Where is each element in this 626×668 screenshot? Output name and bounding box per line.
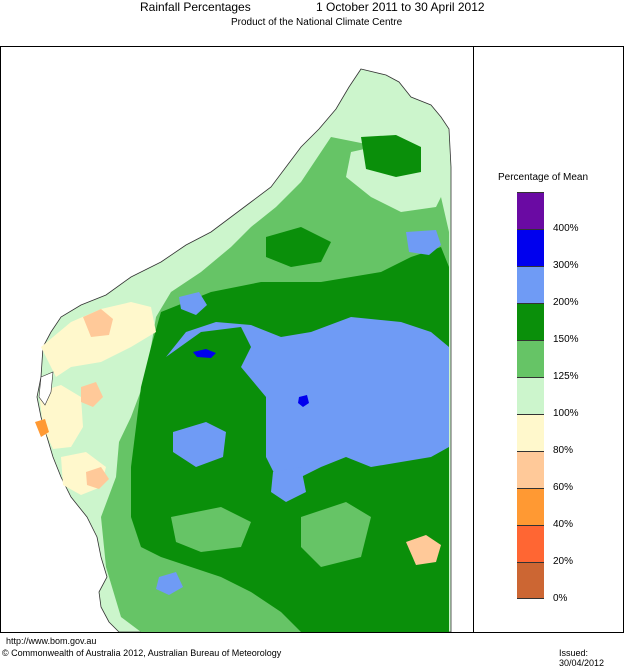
legend-swatch: [517, 562, 544, 599]
region-60-80-d: [86, 467, 109, 489]
legend-label: 40%: [553, 519, 574, 530]
region-80-100-west: [41, 302, 156, 377]
legend-swatch: [517, 340, 544, 377]
footer-issued-date: Issued: 30/04/2012: [559, 648, 605, 668]
legend-label: 125%: [553, 371, 579, 382]
region-200-300-south: [173, 422, 226, 467]
rainfall-map: [35, 68, 452, 632]
legend-label: 80%: [553, 445, 574, 456]
legend-label: 60%: [553, 482, 574, 493]
legend-swatch: [517, 266, 544, 303]
region-60-80-b: [81, 382, 103, 407]
map-frame: [0, 46, 624, 633]
legend-label: 100%: [553, 408, 579, 419]
region-300-400-b: [298, 395, 309, 407]
region-40-60-coast: [35, 419, 49, 437]
region-125-inner-2: [301, 502, 371, 567]
region-200-300-nw: [179, 292, 207, 315]
region-60-80-c: [406, 535, 441, 565]
legend-swatch: [517, 303, 544, 340]
legend-title: Percentage of Mean: [498, 172, 589, 183]
region-300-400-a: [193, 349, 216, 358]
map-header: Rainfall Percentages 1 October 2011 to 3…: [0, 0, 626, 46]
region-60-80-a: [83, 309, 113, 337]
legend-swatch: [517, 488, 544, 525]
legend-color-scale: [517, 192, 544, 599]
region-200-300-south2: [271, 467, 306, 502]
legend-label: 20%: [553, 556, 574, 567]
legend-swatch: [517, 229, 544, 266]
legend-label: 400%: [553, 223, 579, 234]
map-subtitle: Product of the National Climate Centre: [231, 17, 403, 28]
region-200-300-sw: [156, 572, 183, 595]
legend-swatch: [517, 451, 544, 488]
legend-divider: [473, 46, 474, 633]
footer-copyright: © Commonwealth of Australia 2012, Austra…: [2, 648, 282, 658]
legend-swatch: [517, 377, 544, 414]
footer-url[interactable]: http://www.bom.gov.au: [6, 636, 97, 646]
region-125-inner-1: [171, 507, 251, 552]
region-200-300-ne: [406, 230, 441, 255]
map-title: Rainfall Percentages: [140, 0, 251, 14]
legend-label: 200%: [553, 297, 579, 308]
legend-label: 150%: [553, 334, 579, 345]
coastline-gulf: [38, 371, 54, 406]
legend-swatch: [517, 414, 544, 451]
map-period: 1 October 2011 to 30 April 2012: [316, 0, 485, 14]
legend-label: 300%: [553, 260, 579, 271]
legend-label: 0%: [553, 593, 568, 604]
region-80-100-coast: [39, 385, 83, 449]
region-150-200-north: [361, 135, 421, 177]
region-150-200-nw: [266, 227, 331, 267]
legend-swatch: [517, 525, 544, 562]
legend-swatch: [517, 192, 544, 229]
